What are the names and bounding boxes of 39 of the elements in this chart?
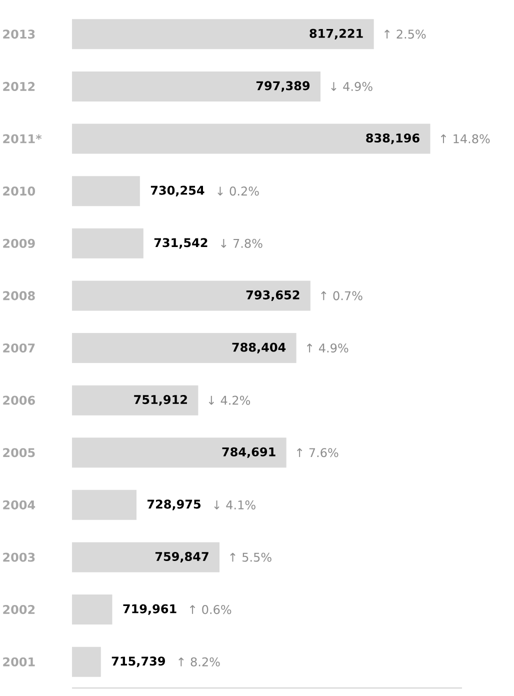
annotation: ↑ 4.9%	[306, 343, 348, 353]
data-label: 817,221	[310, 28, 363, 40]
annotation: ↑ 0.7%	[321, 291, 362, 300]
annotation: ↑ 2.5%	[384, 30, 426, 39]
annotation: ↑ 8.2%	[178, 657, 220, 666]
y-tick-label: 2010	[3, 186, 36, 196]
data-label: 838,196	[366, 133, 420, 144]
data-label: 715,739	[112, 656, 165, 668]
annotation: ↑ 0.6%	[190, 605, 232, 614]
annotation: ↑ 7.6%	[297, 448, 338, 458]
annotation: ↓ 4.2%	[208, 396, 250, 405]
y-tick-label: 2003	[3, 552, 35, 562]
y-tick-label: 2009	[3, 238, 35, 248]
annotation: ↑ 5.5%	[230, 552, 272, 562]
annotation: ↓ 4.9%	[331, 82, 372, 92]
y-tick-label: 2005	[3, 448, 35, 458]
annotation: ↓ 7.8%	[221, 238, 262, 248]
data-label: 719,961	[123, 604, 176, 615]
data-label: 797,389	[256, 81, 310, 92]
data-label: 731,542	[154, 238, 208, 249]
y-tick-label: 2004	[3, 500, 36, 510]
data-label: 759,847	[155, 552, 208, 563]
y-tick-label: 2007	[3, 343, 35, 353]
data-label: 784,691	[222, 447, 276, 458]
data-label: 788,404	[232, 342, 286, 354]
data-label: 730,254	[150, 186, 204, 196]
data-label: 751,912	[134, 395, 187, 406]
annotation: ↑ 14.8%	[440, 134, 490, 144]
y-tick-label: 2002	[3, 605, 35, 614]
y-tick-label: 2001	[3, 657, 35, 666]
y-tick-label: 2011*	[3, 134, 42, 144]
data-label: 728,975	[147, 500, 201, 510]
y-tick-label: 2012	[3, 82, 35, 92]
annotation: ↓ 4.1%	[214, 500, 256, 510]
y-tick-label: 2006	[3, 396, 35, 405]
y-tick-label: 2008	[3, 291, 35, 300]
data-label: 793,652	[246, 290, 300, 302]
y-tick-label: 2013	[3, 30, 35, 39]
annotation: ↓ 0.2%	[218, 186, 259, 196]
